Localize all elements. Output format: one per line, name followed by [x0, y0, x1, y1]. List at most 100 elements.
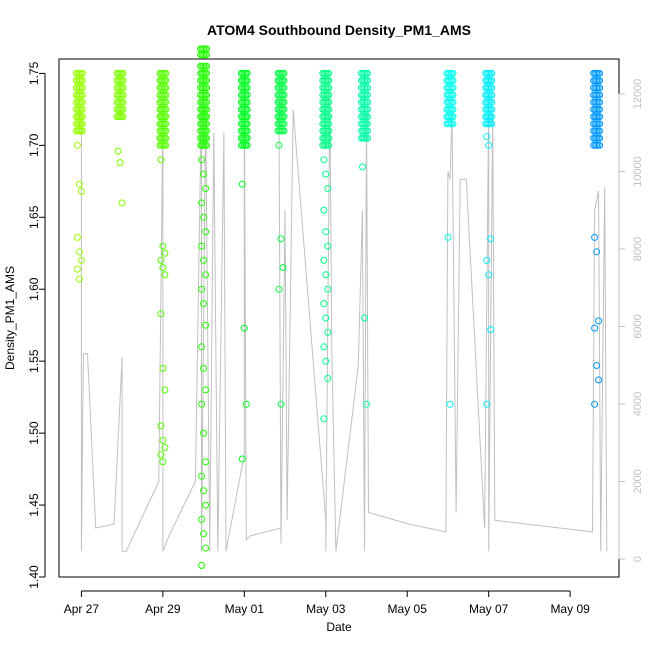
scatter-point	[275, 285, 283, 293]
scatter-point	[160, 120, 168, 128]
scatter-point	[160, 84, 168, 92]
scatter-point	[448, 84, 455, 92]
scatter-point	[595, 376, 603, 384]
chart-title: ATOM4 Southbound Density_PM1_AMS	[207, 22, 471, 38]
scatter-point	[279, 264, 287, 272]
scatter-point	[486, 113, 494, 121]
scatter-point	[77, 256, 85, 264]
scatter-point	[594, 113, 602, 121]
scatter-point	[198, 199, 206, 207]
scatter-point	[242, 77, 250, 85]
scatter-point	[157, 69, 165, 77]
scatter-point	[276, 91, 283, 99]
scatter-point	[157, 98, 165, 106]
x-tick-label: May 01	[225, 602, 265, 616]
scatter-point	[594, 134, 602, 142]
scatter-point	[591, 69, 599, 77]
scatter-point	[157, 422, 165, 430]
scatter-point	[157, 310, 165, 318]
scatter-point	[324, 242, 332, 250]
scatter-point	[118, 84, 126, 92]
scatter-point	[161, 249, 169, 257]
scatter-point	[202, 501, 210, 509]
scatter-point	[73, 141, 81, 149]
scatter-cluster	[590, 69, 604, 408]
scatter-point	[75, 248, 83, 256]
scatter-point	[77, 187, 85, 195]
scatter-point	[362, 120, 370, 128]
scatter-point	[276, 127, 283, 135]
scatter-point	[279, 120, 286, 128]
scatter-point	[118, 199, 126, 207]
scatter-point	[201, 84, 209, 92]
scatter-point	[324, 185, 332, 192]
scatter-point	[320, 98, 328, 106]
scatter-point	[448, 77, 455, 85]
scatter-point	[201, 62, 209, 70]
scatter-point	[242, 120, 250, 128]
scatter-point	[77, 120, 85, 128]
scatter-point	[359, 91, 367, 99]
scatter-point	[74, 91, 82, 99]
scatter-point	[77, 113, 85, 121]
scatter-point	[202, 271, 210, 279]
scatter-point	[201, 141, 209, 149]
scatter-point	[198, 343, 206, 351]
scatter-point	[276, 113, 283, 121]
scatter-point	[363, 400, 370, 408]
scatter-point	[157, 113, 165, 121]
scatter-point	[239, 134, 247, 142]
scatter-point	[73, 233, 81, 241]
scatter-point	[485, 141, 493, 149]
scatter-point	[115, 77, 123, 85]
scatter-point	[242, 141, 250, 149]
scatter-point	[362, 69, 370, 77]
scatter-point	[323, 127, 331, 135]
scatter-point	[202, 458, 210, 466]
scatter-point	[277, 235, 285, 243]
scatter-point	[160, 98, 168, 106]
scatter-point	[324, 285, 332, 293]
scatter-point	[322, 357, 330, 365]
scatter-point	[483, 91, 491, 99]
scatter-point	[591, 127, 599, 135]
scatter-cluster	[482, 69, 496, 408]
scatter-point	[239, 127, 247, 135]
scatter-point	[591, 91, 599, 99]
scatter-point	[483, 69, 491, 77]
scatter-point	[487, 235, 495, 243]
scatter-point	[320, 415, 328, 423]
scatter-point	[486, 120, 494, 128]
scatter-point	[448, 91, 455, 99]
y-axis: 1.40 1.45 1.50 1.55 1.60 1.65 1.70 1.75	[27, 61, 46, 589]
scatter-point	[157, 105, 165, 113]
scatter-point	[74, 77, 82, 85]
y2-tick-label: 12000	[632, 79, 644, 110]
scatter-point	[115, 84, 123, 92]
scatter-point	[74, 98, 82, 106]
scatter-point	[275, 141, 283, 149]
scatter-point	[323, 120, 331, 128]
scatter-point	[198, 69, 206, 77]
scatter-point	[359, 98, 367, 106]
scatter-point	[77, 69, 85, 77]
scatter-point	[118, 105, 126, 113]
scatter-point	[160, 113, 168, 121]
scatter-point	[157, 127, 165, 135]
scatter-point	[202, 185, 210, 192]
scatter-point	[75, 275, 83, 283]
scatter-point	[238, 455, 246, 463]
scatter-point	[198, 141, 206, 149]
plot-frame	[58, 58, 620, 578]
scatter-point	[157, 451, 165, 459]
scatter-point	[198, 472, 206, 480]
scatter-point	[486, 105, 494, 113]
scatter-point	[323, 134, 331, 142]
scatter-point	[279, 84, 286, 92]
scatter-point	[591, 141, 599, 149]
scatter-point	[157, 77, 165, 85]
scatter-point	[202, 544, 210, 552]
scatter-point	[320, 343, 328, 351]
scatter-point	[198, 77, 206, 85]
